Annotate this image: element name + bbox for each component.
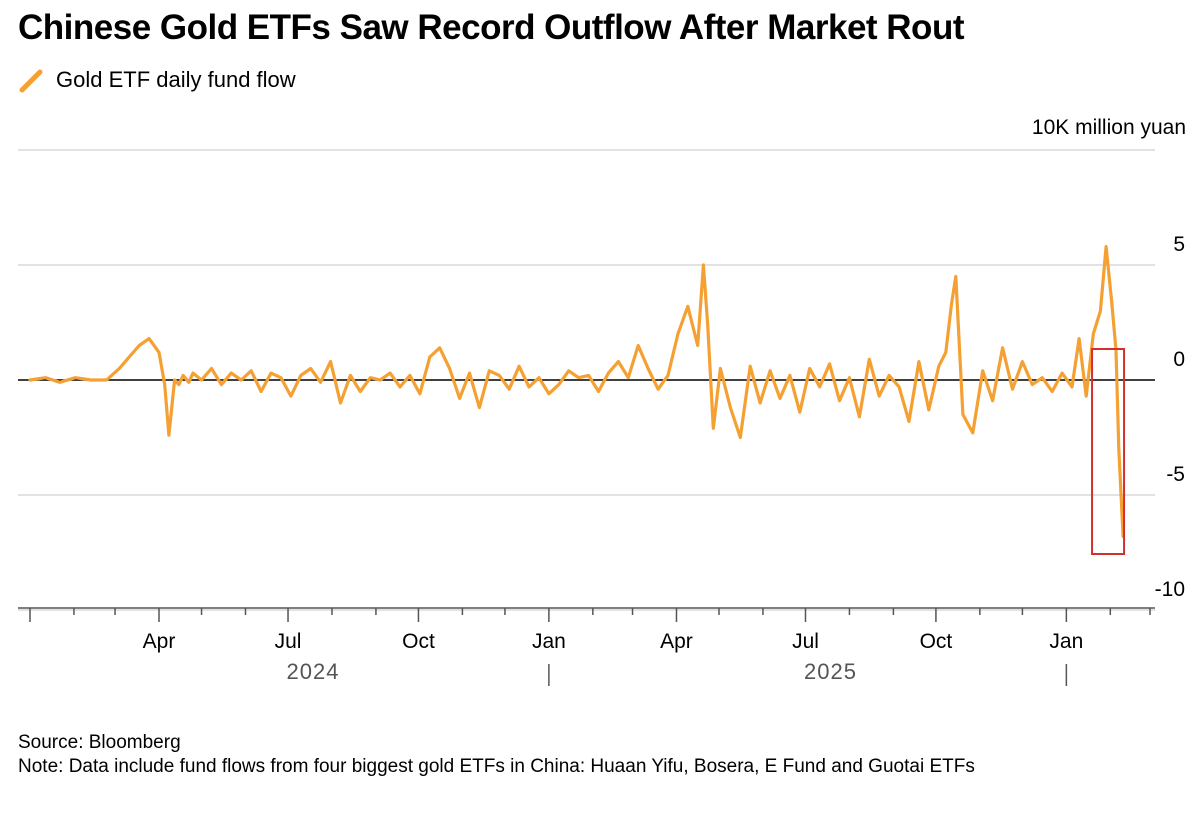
x-tick-label: Jul	[792, 630, 819, 653]
legend: Gold ETF daily fund flow	[18, 66, 296, 94]
chart-title: Chinese Gold ETFs Saw Record Outflow Aft…	[18, 8, 964, 47]
legend-line-icon	[19, 69, 43, 93]
line-chart: 5 0 -5 -10 Apr Jul Oct Jan Apr Jul Oct Jan 2024 2025	[18, 149, 1185, 686]
highlight-box	[1091, 348, 1126, 555]
x-tick-label: Oct	[920, 630, 953, 653]
y-tick-label: 0	[1173, 348, 1185, 371]
series-line	[28, 245, 1125, 539]
year-label: 2024	[287, 659, 340, 684]
y-tick-label: 5	[1173, 233, 1185, 256]
x-tick-label: Apr	[143, 630, 176, 653]
source-note: Source: Bloomberg	[18, 732, 181, 753]
x-tick-label: Jan	[1049, 630, 1083, 653]
y-tick-label: -10	[1155, 578, 1185, 601]
y-tick-label: -5	[1166, 463, 1185, 486]
legend-label: Gold ETF daily fund flow	[56, 67, 296, 92]
x-tick-label: Jul	[275, 630, 302, 653]
data-note: Note: Data include fund flows from four …	[18, 756, 975, 777]
y-axis-unit-label: 10K million yuan	[1031, 116, 1186, 139]
year-label: 2025	[804, 659, 857, 684]
x-tick-label: Jan	[532, 630, 566, 653]
x-tick-label: Oct	[402, 630, 435, 653]
x-tick-label: Apr	[660, 630, 693, 653]
